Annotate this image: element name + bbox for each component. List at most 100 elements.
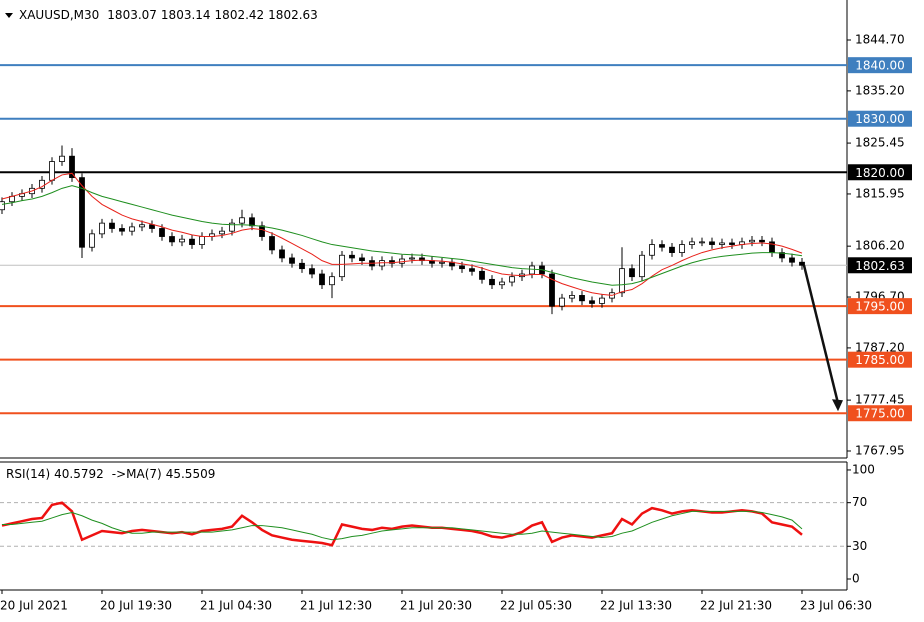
candle-body [479,270,485,280]
level-label-box [848,110,912,127]
y-tick-label: 1806.20 [855,239,905,253]
candle-body [679,244,685,253]
candle-body [219,230,225,235]
x-tick-label: 22 Jul 21:30 [700,599,772,613]
candle-body [59,155,65,162]
y-tick-label: 0 [852,571,860,585]
candle-body [799,261,805,266]
level-label-box [848,351,912,368]
candle-body [239,217,245,224]
candle-body [579,295,585,302]
y-tick-label: 1787.20 [855,340,905,354]
symbol-menu-icon [5,13,13,18]
y-tick-label: 30 [852,539,867,553]
candle-body [779,252,785,259]
candle-body [289,257,295,264]
x-tick-label: 20 Jul 19:30 [100,599,172,613]
x-tick-label: 21 Jul 12:30 [300,599,372,613]
candle-body [759,239,765,243]
candle-body [199,236,205,245]
candle-body [259,225,265,237]
candle-body [569,295,575,299]
candle-body [39,179,45,189]
x-tick-label: 20 Jul 2021 [0,599,68,613]
indicator-ma-value: 45.5509 [166,467,216,481]
candle-body [339,254,345,278]
level-label-box [848,405,912,422]
indicator-ma-name: ->MA(7) [112,467,162,481]
candle-body [489,278,495,286]
candle-body [159,228,165,237]
chart-header: XAUUSD,M30 1803.07 1803.14 1802.42 1802.63 [19,8,318,22]
candle-body [409,257,415,260]
candle-body [169,236,175,243]
moving-average-line [1,172,803,296]
level-label: 1830.00 [855,112,905,126]
candle-body [329,276,335,286]
candle-body [629,268,635,278]
header-open: 1803.07 [107,8,157,22]
header-low: 1802.42 [215,8,265,22]
candle-body [589,300,595,304]
candle-body [69,155,75,179]
candle-body [419,257,425,262]
candle-body [309,268,315,275]
y-tick-label: 100 [852,462,875,476]
candle-body [249,217,255,227]
candle-body [119,228,125,232]
candle-body [639,254,645,278]
candle-body [89,233,95,248]
indicator-value: 40.5792 [54,467,104,481]
candle-body [439,261,445,264]
y-tick-label: 1825.45 [855,136,905,150]
candle-body [719,242,725,245]
candle-body [139,224,145,228]
candle-body [599,297,605,304]
x-tick-label: 22 Jul 05:30 [500,599,572,613]
candle-body [149,224,155,229]
candle-body [349,254,355,259]
candle-body [299,262,305,270]
rsi-line [1,501,803,547]
candle-body [749,239,755,243]
current-price-label: 1802.63 [855,259,905,273]
y-tick-label: 1767.95 [855,443,905,457]
candle-body [509,276,515,283]
level-label-box [848,164,912,181]
level-label: 1795.00 [855,300,905,314]
candle-body [729,242,735,245]
candle-body [659,244,665,248]
candle-body [689,241,695,245]
candle-body [459,265,465,270]
candle-body [0,201,5,211]
candle-body [389,260,395,264]
projection-arrow [802,264,840,404]
y-tick-label: 1815.95 [855,186,905,200]
candle-body [499,281,505,286]
moving-average-line [1,185,803,286]
candle-body [319,273,325,286]
candle-body [179,238,185,243]
y-tick-label: 70 [852,495,867,509]
level-label: 1785.00 [855,353,905,367]
x-tick-label: 23 Jul 06:30 [800,599,872,613]
candle-body [269,236,275,251]
symbol: XAUUSD,M30 [19,8,99,22]
candle-body [619,268,625,294]
level-label: 1840.00 [855,59,905,73]
header-high: 1803.14 [161,8,211,22]
candle-body [109,222,115,229]
candle-body [529,265,535,275]
candle-body [49,161,55,181]
y-tick-label: 1777.45 [855,393,905,407]
candle-body [359,257,365,262]
indicator-name: RSI(14) [6,467,50,481]
header-close: 1802.63 [268,8,318,22]
x-tick-label: 21 Jul 04:30 [200,599,272,613]
candle-body [99,222,105,235]
current-price-label-box [848,257,912,274]
candle-body [669,246,675,253]
candle-body [789,257,795,263]
